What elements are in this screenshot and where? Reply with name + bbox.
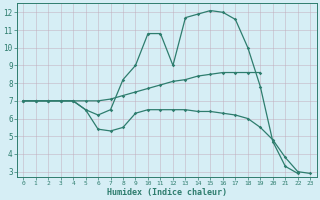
X-axis label: Humidex (Indice chaleur): Humidex (Indice chaleur) <box>107 188 227 197</box>
